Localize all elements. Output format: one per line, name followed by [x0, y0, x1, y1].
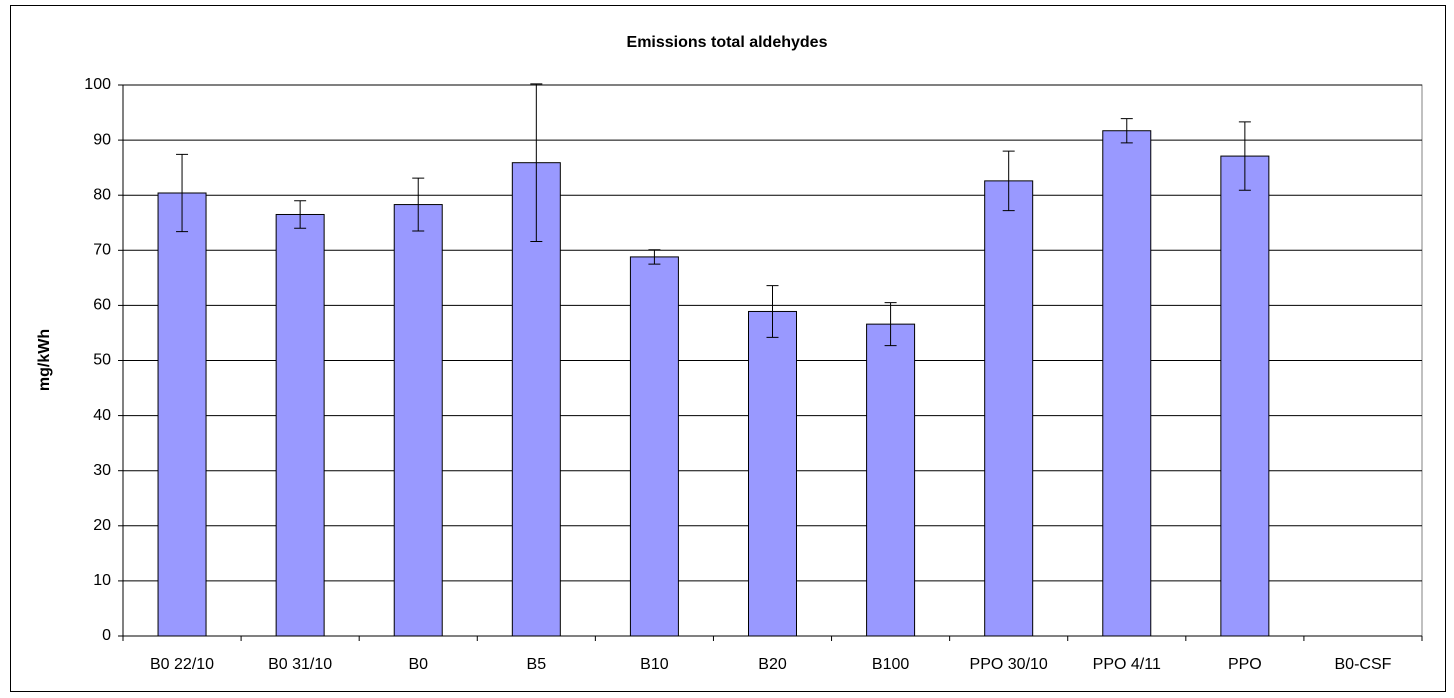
bar	[275, 213, 325, 637]
error-bar	[176, 153, 189, 233]
y-tick-label: 0	[102, 627, 111, 644]
y-tick-label: 30	[93, 462, 111, 479]
y-axis-label: mg/kWh	[36, 329, 53, 391]
x-tick-label: B0	[408, 656, 428, 673]
x-tick-label: B10	[640, 656, 669, 673]
bar	[984, 180, 1034, 637]
x-tick-label: PPO	[1228, 656, 1262, 673]
error-bar	[648, 249, 661, 265]
x-tick-label: B0-CSF	[1335, 656, 1392, 673]
chart-title: Emissions total aldehydes	[627, 34, 828, 51]
y-tick-label: 70	[93, 242, 111, 259]
error-bar	[1120, 118, 1133, 144]
error-bar	[1238, 121, 1251, 191]
bar	[748, 310, 797, 637]
y-tick-label: 80	[93, 186, 111, 203]
x-tick-label: B0 31/10	[268, 656, 332, 673]
bar	[157, 192, 207, 637]
x-tick-label: PPO 30/10	[970, 656, 1048, 673]
x-tick-label: B0 22/10	[150, 656, 214, 673]
x-tick-label: PPO 4/11	[1093, 656, 1161, 673]
error-bar	[1002, 150, 1015, 212]
bar	[866, 323, 916, 637]
error-bar	[294, 200, 307, 229]
y-tick-label: 40	[93, 407, 111, 424]
error-bar	[530, 83, 543, 242]
y-tick-label: 10	[93, 572, 111, 589]
x-tick-label: B100	[872, 656, 909, 673]
x-tick-label: B20	[758, 656, 787, 673]
y-tick-label: 90	[93, 131, 111, 148]
y-tick-label: 60	[93, 297, 111, 314]
error-bar	[412, 177, 425, 232]
y-tick-label: 100	[84, 76, 111, 93]
bar	[1102, 130, 1152, 637]
bar	[393, 204, 443, 637]
error-bar	[884, 302, 897, 347]
y-tick-label: 20	[93, 517, 111, 534]
error-bar	[766, 285, 779, 338]
bar	[1220, 155, 1270, 637]
bar	[629, 256, 679, 637]
y-tick-label: 50	[93, 352, 111, 369]
x-tick-label: B5	[527, 656, 547, 673]
